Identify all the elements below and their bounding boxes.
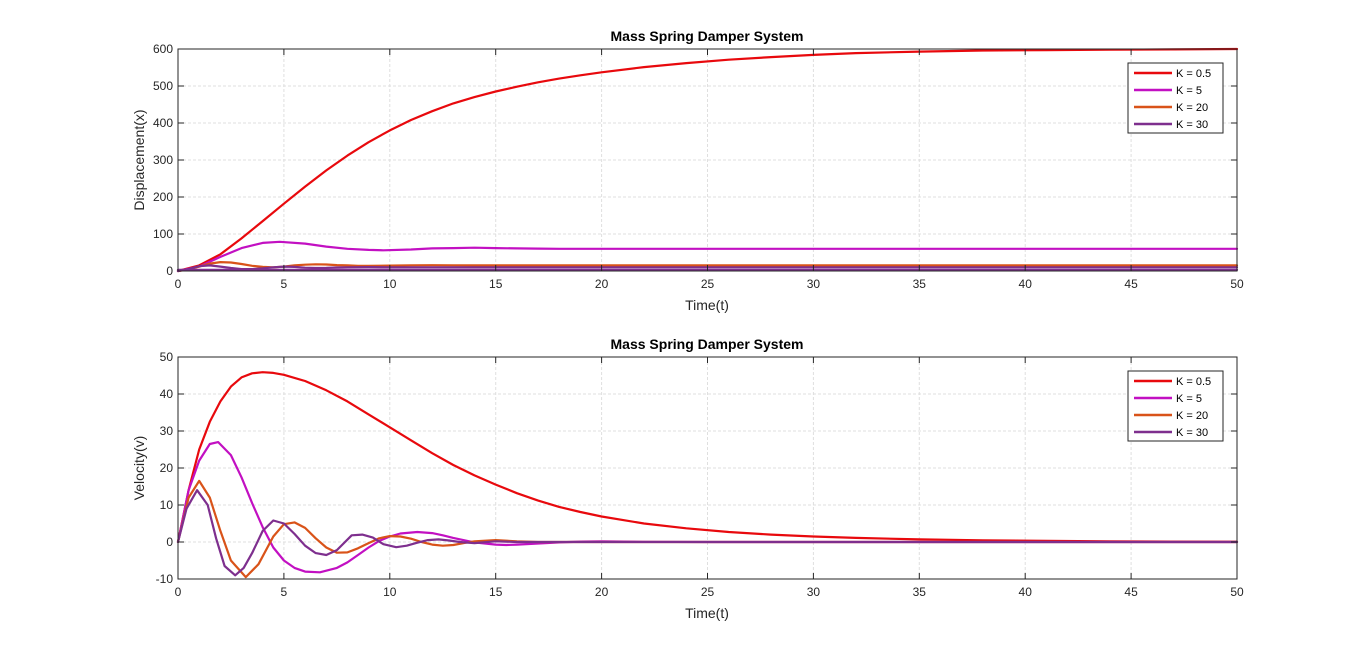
- y-tick-label: 40: [160, 387, 174, 401]
- y-tick-label: 300: [153, 153, 173, 167]
- x-tick-label: 10: [383, 277, 397, 291]
- x-tick-label: 30: [807, 277, 821, 291]
- y-tick-label: 400: [153, 116, 173, 130]
- x-tick-label: 45: [1124, 277, 1138, 291]
- x-tick-label: 15: [489, 585, 503, 599]
- y-tick-label: 10: [160, 498, 174, 512]
- legend-label: K = 0.5: [1176, 376, 1211, 388]
- x-tick-label: 30: [807, 585, 821, 599]
- legend-box: [1127, 62, 1224, 134]
- x-tick-label: 40: [1019, 585, 1033, 599]
- x-axis-label: Time(t): [685, 297, 729, 313]
- y-tick-label: 0: [166, 535, 173, 549]
- legend-label: K = 20: [1176, 102, 1208, 114]
- x-tick-label: 0: [175, 585, 182, 599]
- legend-label: K = 0.5: [1176, 68, 1211, 80]
- legend-label: K = 30: [1176, 119, 1208, 131]
- series-line-k-0-5: [176, 371, 1239, 544]
- series-line-k-0-5: [176, 47, 1239, 273]
- x-tick-label: 45: [1124, 585, 1138, 599]
- x-tick-label: 40: [1019, 277, 1033, 291]
- x-tick-label: 25: [701, 277, 715, 291]
- y-tick-label: 200: [153, 190, 173, 204]
- x-tick-label: 15: [489, 277, 503, 291]
- x-tick-label: 20: [595, 585, 609, 599]
- x-tick-label: 5: [281, 277, 288, 291]
- x-tick-label: 10: [383, 585, 397, 599]
- chart-title: Mass Spring Damper System: [611, 336, 804, 352]
- legend: K = 0.5 K = 5 K = 20 K = 30: [1127, 370, 1224, 442]
- legend-label: K = 5: [1176, 393, 1202, 405]
- x-tick-label: 20: [595, 277, 609, 291]
- x-tick-label: 35: [913, 277, 927, 291]
- x-tick-label: 50: [1230, 277, 1244, 291]
- y-tick-label: -10: [156, 572, 174, 586]
- x-tick-label: 25: [701, 585, 715, 599]
- legend: K = 0.5 K = 5 K = 20 K = 30: [1127, 62, 1224, 134]
- axes: [177, 48, 1238, 272]
- y-tick-label: 20: [160, 461, 174, 475]
- series-layer: [176, 371, 1239, 579]
- y-tick-label: 0: [166, 264, 173, 278]
- x-tick-label: 0: [175, 277, 182, 291]
- series-line-k-20: [176, 261, 1239, 273]
- axes: [177, 356, 1238, 580]
- legend-label: K = 20: [1176, 410, 1208, 422]
- x-tick-label: 35: [913, 585, 927, 599]
- legend-box: [1127, 370, 1224, 442]
- y-tick-label: 500: [153, 79, 173, 93]
- displacement-plot: 0 5 10 15 20 25 30 35 40 45 500100200300400500600 …: [131, 28, 1244, 313]
- legend-label: K = 30: [1176, 427, 1208, 439]
- series-line-k-30: [176, 489, 1239, 577]
- x-tick-label: 50: [1230, 585, 1244, 599]
- y-axis-label: Displacement(x): [131, 109, 147, 210]
- x-tick-label: 5: [281, 585, 288, 599]
- y-tick-label: 50: [160, 350, 174, 364]
- y-axis-label: Velocity(v): [131, 436, 147, 501]
- x-axis-label: Time(t): [685, 605, 729, 621]
- chart-title: Mass Spring Damper System: [611, 28, 804, 44]
- y-tick-label: 600: [153, 42, 173, 56]
- y-tick-label: 30: [160, 424, 174, 438]
- series-layer: [176, 47, 1239, 273]
- series-line-k-30: [176, 264, 1239, 273]
- legend-label: K = 5: [1176, 85, 1202, 97]
- series-line-k-5: [176, 240, 1239, 273]
- y-tick-label: 100: [153, 227, 173, 241]
